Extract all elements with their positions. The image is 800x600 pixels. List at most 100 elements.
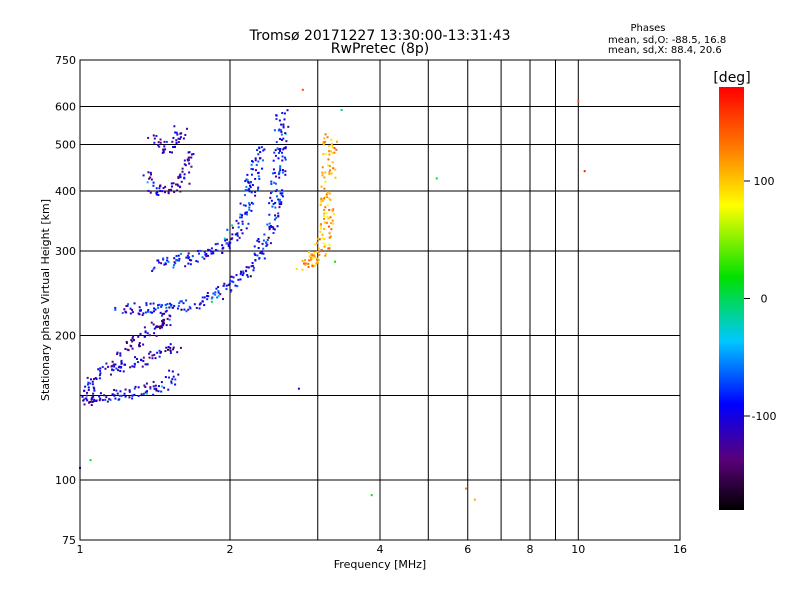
data-point [161,322,164,325]
data-point [131,337,134,340]
data-point [201,300,204,303]
data-point [277,152,280,155]
data-point [167,260,170,263]
data-point [157,304,160,307]
data-point [86,391,89,394]
data-point [239,213,242,216]
data-point [169,343,172,346]
data-point [257,160,260,163]
data-point [138,313,141,316]
data-point [236,239,239,242]
data-point [139,309,142,312]
data-point [166,348,169,351]
data-point [253,252,256,255]
data-point [323,212,326,215]
data-point [258,147,261,150]
data-point [149,350,152,353]
data-point [144,330,147,333]
data-point [164,148,167,151]
data-point [176,189,179,192]
data-point [190,259,193,262]
data-point [167,190,170,193]
data-point [145,302,148,305]
data-point [331,219,334,222]
data-point [273,218,276,221]
data-point [92,378,95,381]
data-point [272,232,275,235]
data-point [119,390,122,393]
data-point [280,203,283,206]
data-point [158,261,161,264]
data-point [179,190,182,193]
data-point [262,149,265,152]
data-point [169,302,172,305]
data-point [158,325,161,328]
data-point [321,166,324,169]
data-point [328,172,331,175]
colorbar-tick-label: 0 [761,293,768,306]
data-point [169,346,172,349]
data-point [188,156,191,159]
data-point [324,206,327,209]
data-point [320,227,323,230]
data-point [330,172,333,175]
data-point [136,361,139,364]
data-point [324,153,327,156]
data-point [195,260,198,263]
data-point [331,146,334,149]
data-point [185,256,188,259]
data-point [164,185,167,188]
data-point [157,194,160,197]
data-point [149,176,152,179]
data-point [160,325,163,328]
data-point [335,148,338,151]
data-point [274,175,277,178]
data-point [153,307,156,310]
data-point [241,214,244,217]
data-point [149,311,152,314]
data-point [133,363,136,366]
data-point [117,369,120,372]
data-point [314,256,317,259]
data-point [274,182,277,185]
data-point [277,173,280,176]
data-point [119,370,122,373]
data-point [105,362,108,365]
data-point [147,309,150,312]
data-point [321,236,324,239]
data-point [106,400,109,403]
data-point [166,256,169,259]
data-point [205,255,208,258]
data-point [278,150,281,153]
data-point [265,242,268,245]
data-point [310,256,313,259]
data-point [326,204,329,207]
data-point [124,395,127,398]
data-point [178,137,181,140]
data-point [206,291,209,294]
data-point [271,172,274,175]
data-point [171,140,174,143]
data-point [281,195,284,198]
data-point [155,389,158,392]
data-point [91,400,94,403]
data-point [170,382,173,385]
data-point [266,243,269,246]
data-point [163,386,166,389]
data-point [250,201,253,204]
data-point [149,386,152,389]
data-point [162,257,165,260]
data-point [172,306,175,309]
data-point [129,366,132,369]
data-point [147,189,150,192]
data-point [324,141,327,144]
data-point [324,171,327,174]
data-point [310,258,313,261]
data-point [113,388,116,391]
data-point [246,274,249,277]
data-point [116,353,119,356]
data-point [165,306,168,309]
data-point [150,173,153,176]
data-point [134,356,137,359]
data-point [261,250,264,253]
